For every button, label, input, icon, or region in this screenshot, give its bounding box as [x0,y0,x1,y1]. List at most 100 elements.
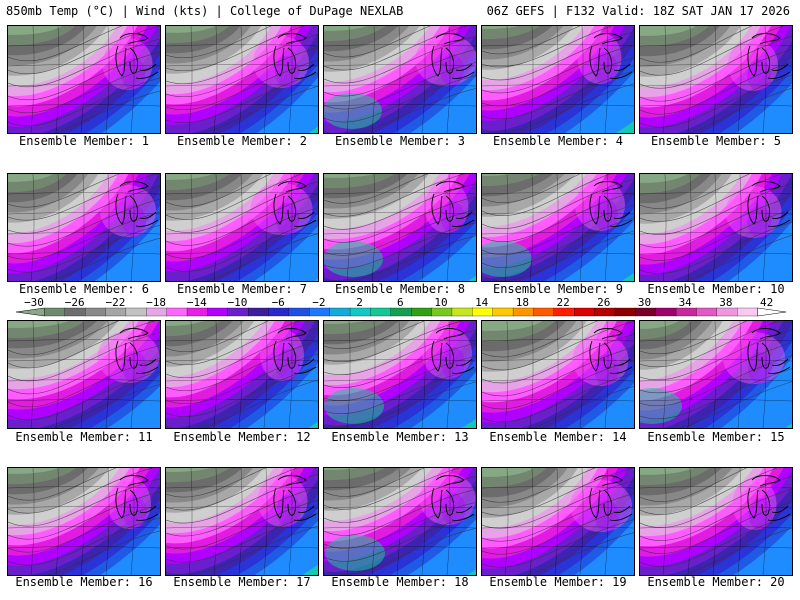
colorbar-swatch [614,307,637,317]
temperature-colorbar [15,307,787,317]
ensemble-map [482,174,634,281]
ensemble-map [8,468,160,575]
colorbar-swatch [146,307,168,317]
colorbar-tick: −6 [271,296,285,309]
colorbar-swatch [207,307,229,317]
ensemble-map-panel [639,173,793,282]
ensemble-member-label: Ensemble Member: 10 [647,282,785,296]
ensemble-map-panel [639,25,793,134]
colorbar-swatch [84,307,107,317]
ensemble-map-panel [7,173,161,282]
ensemble-map-panel [165,320,319,429]
ensemble-member-label: Ensemble Member: 9 [492,282,624,296]
colorbar-tick: −18 [146,296,167,309]
ensemble-member-label: Ensemble Member: 6 [18,282,150,296]
colorbar-tick: −14 [186,296,207,309]
colorbar-swatch [105,307,127,317]
ensemble-map-panel [323,467,477,576]
header-right-title: 06Z GEFS | F132 Valid: 18Z SAT JAN 17 20… [486,4,790,18]
colorbar-tick: −22 [105,296,126,309]
ensemble-map [166,468,318,575]
ensemble-member-label: Ensemble Member: 3 [334,134,466,148]
colorbar-swatch [227,307,249,317]
ensemble-member-label: Ensemble Member: 7 [176,282,308,296]
colorbar-swatch [64,307,86,317]
ensemble-map [482,26,634,133]
colorbar-swatch [349,307,372,317]
colorbar-swatch [594,307,616,317]
ensemble-member-label: Ensemble Member: 17 [173,575,311,589]
ensemble-member-label: Ensemble Member: 12 [173,430,311,444]
colorbar-swatch [309,307,331,317]
colorbar-tick: 42 [759,296,774,309]
ensemble-map-panel [323,173,477,282]
ensemble-map [166,174,318,281]
ensemble-map [166,321,318,428]
ensemble-map-panel [639,467,793,576]
ensemble-member-label: Ensemble Member: 11 [15,430,153,444]
ensemble-map-panel [481,320,635,429]
colorbar-tick: −2 [312,296,326,309]
colorbar-swatch [451,307,473,317]
colorbar-tick: 22 [556,296,570,309]
colorbar-swatch [655,307,677,317]
ensemble-member-label: Ensemble Member: 4 [492,134,624,148]
colorbar-swatch [370,307,392,317]
ensemble-map-panel [7,320,161,429]
colorbar-swatch [288,307,310,317]
ensemble-map [324,468,476,575]
ensemble-map [324,174,476,281]
ensemble-map [640,321,792,428]
ensemble-map [8,321,160,428]
colorbar-tick: 38 [719,296,733,309]
colorbar-swatch [553,307,575,317]
colorbar-swatch [675,307,698,317]
colorbar-tick: 26 [597,296,611,309]
ensemble-member-label: Ensemble Member: 19 [489,575,627,589]
ensemble-map [166,26,318,133]
header-left-title: 850mb Temp (°C) | Wind (kts) | College o… [6,4,404,18]
colorbar-tick: 30 [637,296,652,309]
ensemble-map-panel [165,25,319,134]
ensemble-map-panel [165,173,319,282]
colorbar-swatch [716,307,738,317]
colorbar-tick: 10 [434,296,448,309]
colorbar-swatch [737,307,759,317]
colorbar-tick: 14 [475,296,489,309]
colorbar-swatch [268,307,290,317]
colorbar-swatch [757,307,787,317]
colorbar-swatch [574,307,596,317]
ensemble-member-label: Ensemble Member: 15 [647,430,785,444]
ensemble-map [640,174,792,281]
ensemble-map [8,26,160,133]
ensemble-map [640,26,792,133]
colorbar-swatch [492,307,514,317]
ensemble-map [640,468,792,575]
ensemble-map [482,468,634,575]
colorbar-swatch [166,307,188,317]
ensemble-member-label: Ensemble Member: 14 [489,430,627,444]
ensemble-member-label: Ensemble Member: 5 [650,134,782,148]
ensemble-member-label: Ensemble Member: 2 [176,134,308,148]
ensemble-map [482,321,634,428]
ensemble-map-panel [639,320,793,429]
colorbar-swatch [186,307,209,317]
colorbar-swatch [44,307,66,317]
ensemble-map-panel [481,25,635,134]
colorbar-tick: 6 [396,296,404,309]
colorbar-tick: −26 [64,296,85,309]
colorbar-tick: 2 [356,296,363,309]
ensemble-member-label: Ensemble Member: 16 [15,575,153,589]
colorbar-swatch [411,307,433,317]
colorbar-swatch [15,307,45,317]
colorbar-swatch [431,307,453,317]
ensemble-member-label: Ensemble Member: 8 [334,282,466,296]
colorbar-swatch [512,307,535,317]
ensemble-map-panel [7,25,161,134]
ensemble-member-label: Ensemble Member: 20 [647,575,785,589]
colorbar-swatch [390,307,412,317]
ensemble-map [324,26,476,133]
ensemble-member-label: Ensemble Member: 1 [18,134,150,148]
colorbar-tick: −10 [227,296,248,309]
colorbar-swatch [635,307,657,317]
